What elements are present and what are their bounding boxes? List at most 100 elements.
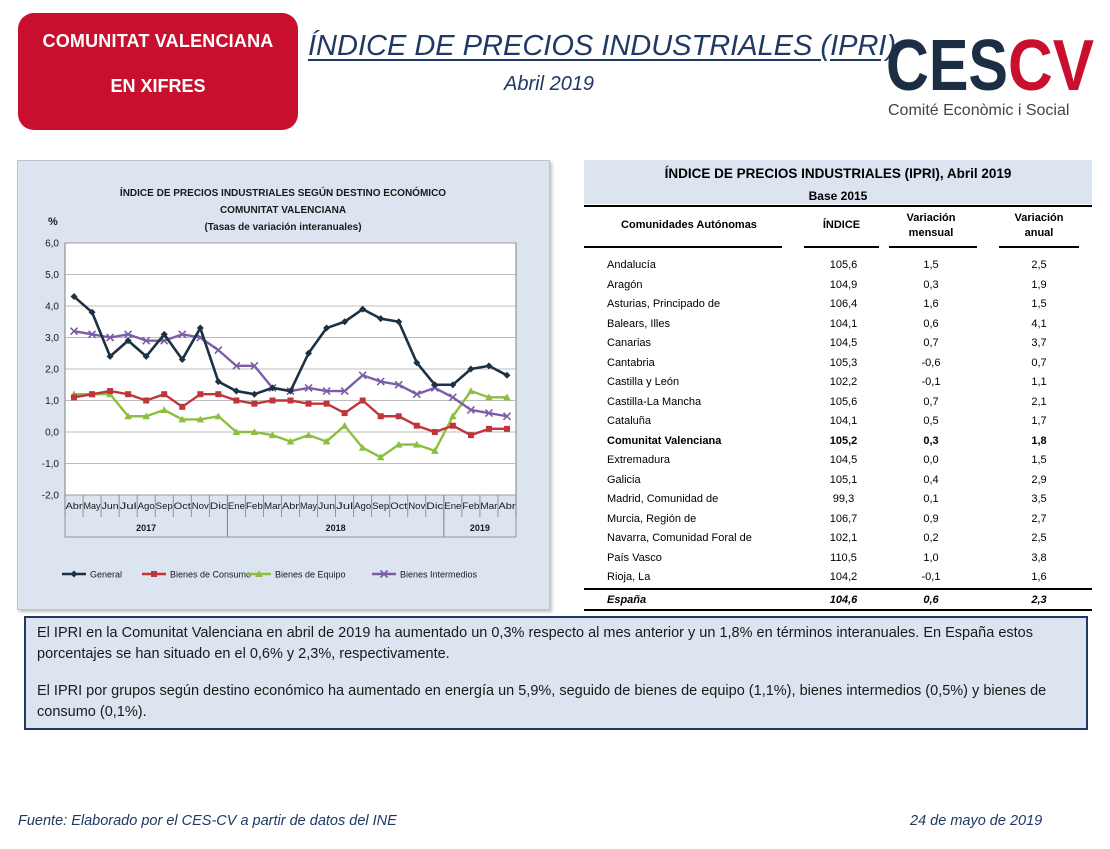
table-top-rule (584, 205, 1092, 207)
table-row: Andalucía 105,6 1,5 2,5 (607, 259, 1047, 271)
data-point (412, 440, 421, 448)
y-axis-label: % (48, 216, 58, 228)
data-point (304, 431, 313, 439)
data-point (233, 397, 240, 404)
x-tick-label: Feb (246, 501, 263, 511)
table-row: Rioja, La 104,2 -0,1 1,6 (607, 571, 1047, 583)
data-point (341, 318, 349, 326)
footer-date: 24 de mayo de 2019 (910, 813, 1043, 829)
ipri-table: ÍNDICE DE PRECIOS INDUSTRIALES (IPRI), A… (584, 160, 1092, 611)
data-point (376, 377, 385, 386)
data-point (269, 397, 276, 404)
table-row: Aragón 104,9 0,3 1,9 (607, 278, 1047, 291)
data-point (503, 371, 511, 379)
data-point (377, 315, 385, 323)
legend-label: Bienes de Equipo (275, 570, 346, 580)
table-row: Castilla-La Mancha 105,6 0,7 2,1 (607, 395, 1047, 408)
legend-marker (379, 569, 389, 579)
data-point (124, 337, 132, 345)
data-point (250, 390, 258, 398)
col-header-mensual-line2: mensual (908, 227, 954, 239)
x-tick-label: Oct (174, 501, 192, 511)
x-tick-label: Oct (390, 501, 408, 511)
data-point (305, 400, 312, 407)
table-row: Canarias 104,5 0,7 3,7 (607, 337, 1047, 349)
data-point (160, 406, 169, 413)
data-point (485, 393, 493, 401)
data-point (413, 359, 421, 367)
data-point (412, 390, 421, 399)
x-tick-label: Feb (462, 501, 479, 511)
data-point (467, 432, 474, 439)
data-point (124, 330, 133, 339)
x-tick-label: May (84, 501, 102, 511)
data-point (142, 336, 151, 345)
x-tick-label: Jun (318, 501, 335, 511)
cescv-logo-mark: CES CV (886, 28, 1094, 100)
data-point (215, 391, 222, 398)
chart-title-line-2: COMUNITAT VALENCIANA (220, 205, 346, 216)
data-point (485, 425, 492, 432)
legend-label: Bienes de Consumo (170, 570, 251, 580)
data-point (484, 409, 494, 418)
x-tick-label: Abr (66, 501, 83, 511)
data-point (268, 384, 276, 392)
data-point (106, 333, 115, 342)
data-point (503, 425, 510, 432)
data-point (178, 330, 187, 339)
data-point (178, 415, 187, 423)
data-point (87, 330, 97, 339)
data-point (322, 437, 331, 445)
y-tick-label: 3,0 (45, 333, 59, 344)
cescv-logo: CES CV Comité Econòmic i Social (886, 28, 1096, 123)
data-point (341, 410, 348, 417)
legend-label: Bienes Intermedios (400, 570, 478, 580)
y-tick-label: 2,0 (45, 365, 59, 376)
data-point (89, 391, 96, 398)
col-header-index: ÍNDICE (822, 219, 861, 231)
data-point (178, 356, 186, 364)
data-point (467, 387, 475, 395)
data-point (232, 387, 240, 395)
table-row: Balears, Illes 104,1 0,6 4,1 (607, 317, 1047, 330)
badge-line-2: EN XIFRES (110, 76, 206, 96)
y-tick-label: 6,0 (45, 239, 59, 250)
table-base: Base 2015 (808, 189, 868, 203)
year-label: 2019 (470, 523, 490, 533)
x-tick-label: Ene (444, 501, 461, 511)
data-point (395, 413, 402, 420)
col-rule-anual (999, 246, 1079, 248)
table-row: Galicia 105,1 0,4 2,9 (607, 473, 1047, 486)
table-total-rule (584, 588, 1092, 590)
table-row: Cantabria 105,3 -0,6 0,7 (607, 356, 1047, 369)
data-point (196, 415, 205, 423)
x-tick-label: Ago (138, 501, 155, 511)
data-point (394, 440, 403, 448)
col-header-mensual: Variación mensual (881, 211, 981, 241)
col-rule-mensual (889, 246, 977, 248)
col-header-anual-line1: Variación (1014, 212, 1064, 224)
data-point (449, 381, 457, 389)
data-point (304, 383, 313, 392)
x-tick-label: Abr (498, 501, 515, 511)
commentary-box: El IPRI en la Comunitat Valenciana en ab… (24, 616, 1088, 730)
commentary-paragraph-2: El IPRI por grupos según destino económi… (37, 683, 1047, 720)
data-point (232, 361, 241, 370)
data-point (431, 381, 439, 389)
data-point (71, 394, 78, 401)
data-point (160, 330, 168, 338)
legend-marker (70, 570, 78, 578)
data-point (142, 412, 150, 420)
legend-label: General (90, 570, 122, 580)
data-point (376, 453, 385, 461)
y-tick-label: 1,0 (45, 396, 59, 407)
data-point (124, 412, 132, 420)
badge-line-1: COMUNITAT VALENCIANA (42, 31, 274, 51)
data-point (179, 403, 186, 410)
data-point (286, 437, 295, 445)
data-point (340, 421, 349, 429)
svg-text:CV: CV (1008, 28, 1094, 100)
x-tick-label: Dic (210, 501, 228, 511)
data-point (214, 412, 223, 420)
data-point (466, 405, 475, 415)
